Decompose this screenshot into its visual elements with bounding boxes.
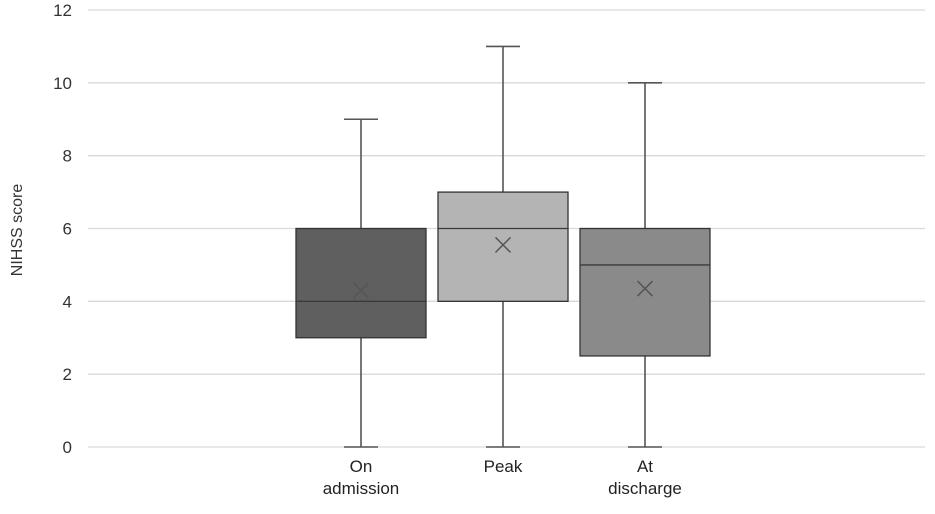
box-group: [295, 118, 427, 448]
iqr-box: [579, 227, 711, 357]
x-category-label: On: [350, 457, 373, 476]
mean-marker: [352, 282, 370, 299]
iqr-box: [295, 227, 427, 339]
y-axis-ticks: 0 2 4 6 8 10 12: [53, 1, 72, 457]
x-category-label: discharge: [608, 479, 682, 498]
boxes: [295, 45, 711, 448]
mean-marker: [636, 280, 654, 297]
y-tick-label: 2: [63, 365, 72, 384]
box-group: [579, 82, 711, 448]
y-tick-label: 6: [63, 220, 72, 239]
y-tick-label: 10: [53, 74, 72, 93]
y-axis-title: NIHSS score: [9, 184, 26, 277]
y-tick-label: 0: [63, 438, 72, 457]
x-category-label: Peak: [484, 457, 523, 476]
iqr-box: [437, 191, 569, 302]
mean-marker: [494, 236, 512, 253]
box-group: [437, 45, 569, 448]
x-category-label: At: [637, 457, 653, 476]
x-category-label: admission: [323, 479, 400, 498]
y-tick-label: 12: [53, 1, 72, 20]
y-tick-label: 4: [63, 292, 72, 311]
y-tick-label: 8: [63, 147, 72, 166]
x-axis-labels: On admission Peak At discharge: [323, 457, 682, 498]
